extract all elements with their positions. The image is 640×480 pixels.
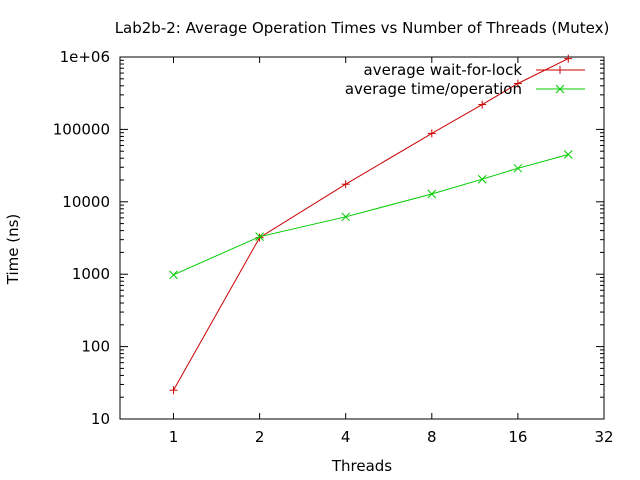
data-point — [563, 150, 573, 159]
y-axis-label: Time (ns) — [4, 214, 22, 286]
data-point — [564, 54, 573, 63]
y-axis-ticks: 10 100 1000 10000 100000 1e+06 — [53, 48, 604, 428]
data-point — [477, 174, 487, 184]
plot-frame — [119, 56, 605, 420]
data-point — [513, 79, 522, 88]
data-point — [427, 129, 436, 138]
series-1 — [169, 150, 573, 280]
data-point — [341, 180, 350, 189]
data-point — [427, 189, 437, 199]
series-line — [173, 154, 569, 276]
x-tick-label: 1 — [169, 428, 179, 446]
y-tick-label: 10 — [91, 410, 110, 428]
chart-title: Lab2b-2: Average Operation Times vs Numb… — [115, 19, 610, 37]
legend-label: average wait-for-lock — [364, 61, 523, 79]
data-point — [341, 212, 351, 222]
legend-label: average time/operation — [345, 80, 522, 98]
y-tick-label: 1e+06 — [60, 48, 110, 66]
legend-marker — [556, 66, 564, 74]
legend-marker — [555, 84, 565, 94]
x-tick-label: 4 — [341, 428, 351, 446]
series-0 — [169, 54, 573, 395]
data-point — [169, 386, 178, 395]
x-tick-label: 32 — [594, 428, 613, 446]
data-point — [478, 100, 487, 109]
series-layer — [169, 54, 573, 395]
x-axis-ticks: 1 2 4 8 16 32 — [169, 57, 614, 446]
data-point — [255, 232, 264, 242]
x-axis-label: Threads — [331, 457, 392, 475]
x-tick-label: 8 — [427, 428, 437, 446]
y-tick-label: 10000 — [62, 193, 110, 211]
y-tick-label: 100000 — [53, 120, 110, 138]
x-tick-label: 16 — [508, 428, 527, 446]
data-point — [169, 270, 178, 280]
y-tick-label: 100 — [81, 338, 110, 356]
x-tick-label: 2 — [255, 428, 265, 446]
y-tick-label: 1000 — [72, 265, 110, 283]
series-line — [173, 58, 569, 391]
data-point — [513, 163, 523, 173]
